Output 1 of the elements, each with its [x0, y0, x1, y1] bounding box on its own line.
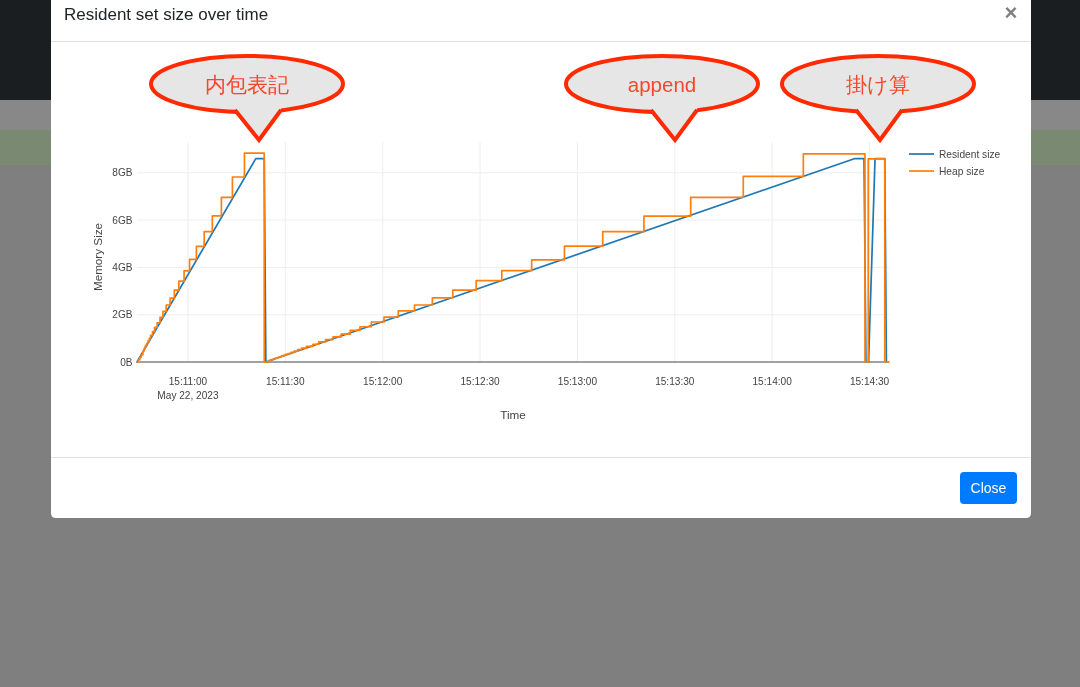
title: Resident set size over time	[64, 4, 269, 24]
